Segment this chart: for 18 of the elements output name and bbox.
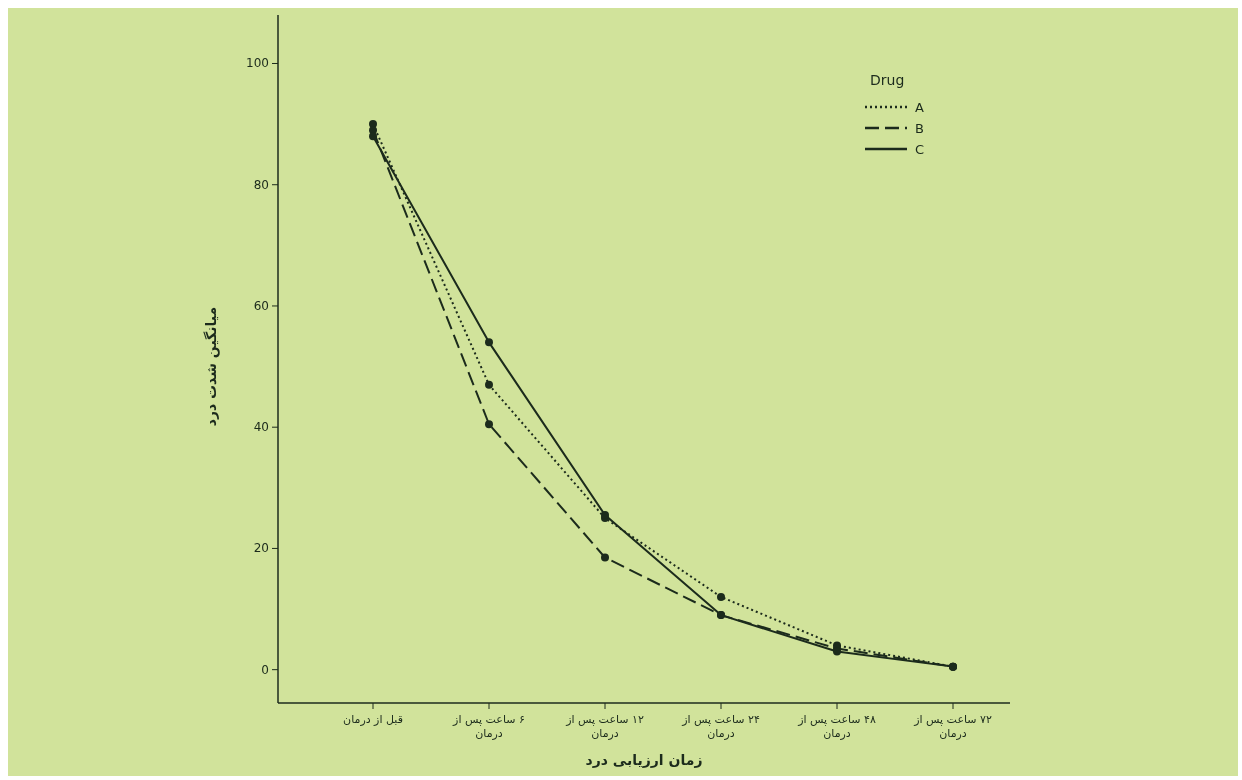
legend-label: C bbox=[915, 142, 925, 157]
x-tick-label: ۲۴ ساعت پس از درمان bbox=[681, 713, 760, 740]
y-tick-label: 20 bbox=[253, 541, 269, 556]
y-tick-label: 80 bbox=[253, 177, 269, 192]
legend-label: B bbox=[915, 121, 924, 136]
y-tick-label: 100 bbox=[246, 56, 269, 71]
x-tick-label: ۷۲ ساعت پس از درمان bbox=[913, 713, 992, 740]
y-axis-title: میانگین شدت درد bbox=[203, 306, 220, 427]
x-axis-title: زمان ارزیابی درد bbox=[585, 752, 703, 768]
y-tick-label: 60 bbox=[253, 298, 269, 313]
x-tick-label: ۶ ساعت پس از درمان bbox=[452, 713, 525, 740]
y-tick-label: 40 bbox=[253, 420, 269, 435]
y-tick-label: 0 bbox=[261, 662, 269, 677]
x-tick-label: قبل از درمان bbox=[343, 713, 403, 726]
legend-title: Drug bbox=[870, 72, 905, 88]
x-tick-label: ۴۸ ساعت پس از درمان bbox=[797, 713, 876, 740]
legend-label: A bbox=[915, 100, 924, 115]
x-tick-label: ۱۲ ساعت پس از درمان bbox=[565, 713, 644, 740]
